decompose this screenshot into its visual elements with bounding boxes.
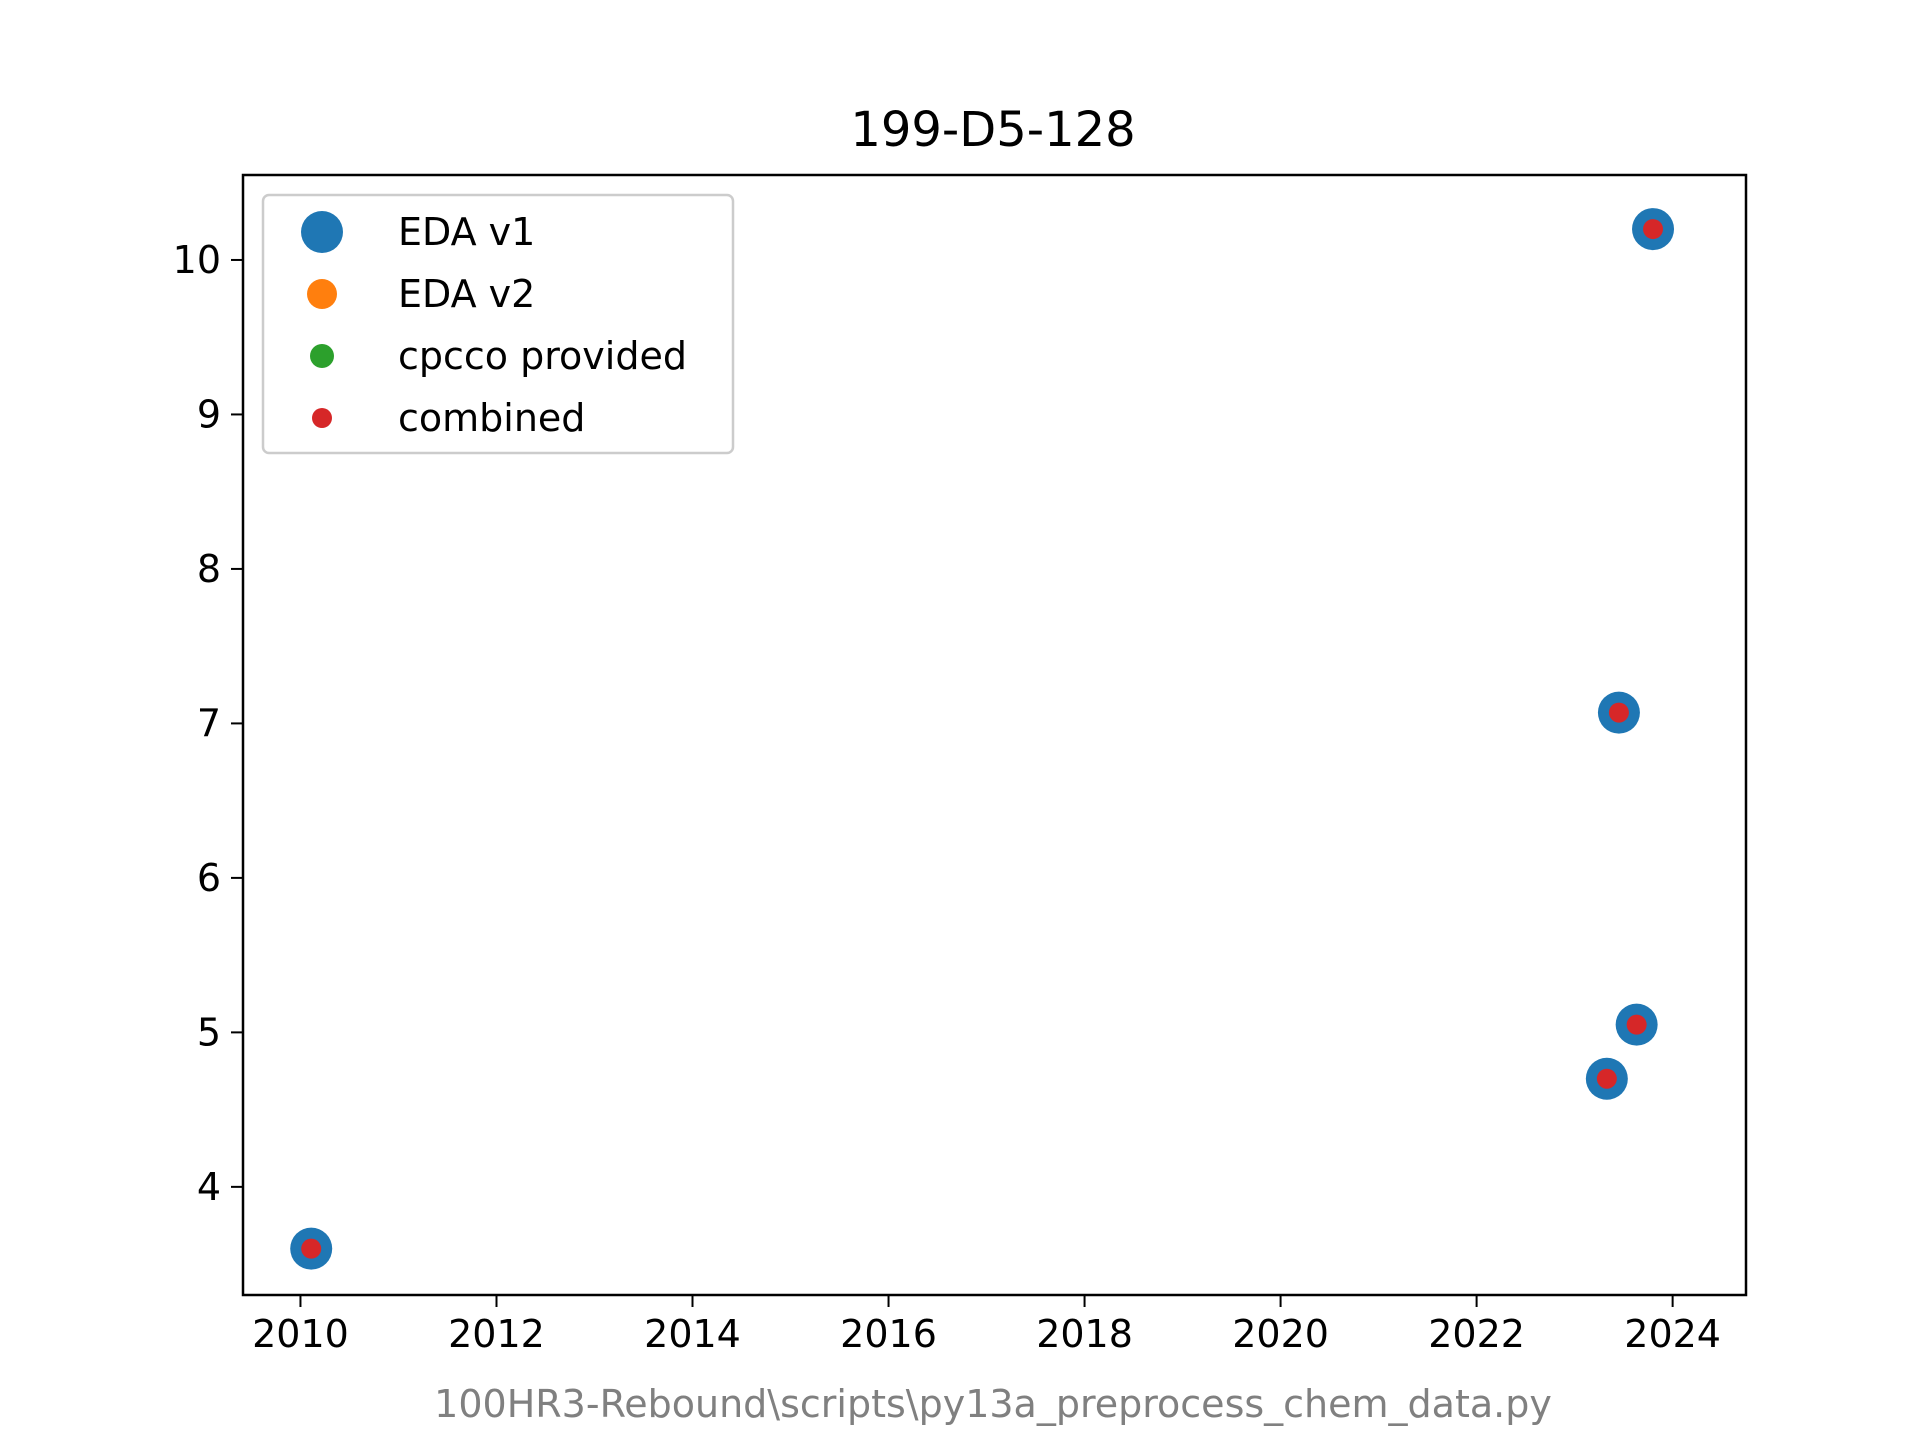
legend-marker-eda-v1 bbox=[301, 211, 343, 253]
x-tick-label: 2016 bbox=[840, 1312, 937, 1356]
y-tick-label: 4 bbox=[197, 1165, 221, 1209]
y-tick-label: 10 bbox=[173, 238, 221, 282]
x-tick-label: 2022 bbox=[1428, 1312, 1525, 1356]
legend-marker-eda-v2 bbox=[307, 279, 337, 309]
legend-marker-combined bbox=[312, 408, 332, 428]
y-tick-label: 8 bbox=[197, 547, 221, 591]
point-combined bbox=[1608, 702, 1629, 723]
point-combined bbox=[1626, 1014, 1647, 1035]
x-axis: 2010 2012 2014 2016 2018 2020 2022 2024 bbox=[252, 1295, 1721, 1356]
legend-label-eda-v2: EDA v2 bbox=[398, 272, 535, 316]
x-tick-label: 2018 bbox=[1036, 1312, 1133, 1356]
point-combined bbox=[301, 1238, 322, 1259]
y-tick-label: 6 bbox=[197, 856, 221, 900]
legend-label-cpcco-provided: cpcco provided bbox=[398, 334, 687, 378]
y-axis: 4 5 6 7 8 9 10 bbox=[173, 238, 243, 1209]
point-combined bbox=[1643, 219, 1664, 240]
x-tick-label: 2010 bbox=[252, 1312, 349, 1356]
plot-marks bbox=[290, 208, 1675, 1270]
legend: EDA v1 EDA v2 cpcco provided combined bbox=[261, 193, 735, 455]
y-tick-label: 5 bbox=[197, 1010, 221, 1054]
legend-label-combined: combined bbox=[398, 396, 585, 440]
y-tick-label: 9 bbox=[197, 392, 221, 436]
x-tick-label: 2024 bbox=[1624, 1312, 1721, 1356]
footer-script-path: 100HR3-Rebound\scripts\py13a_preprocess_… bbox=[434, 1382, 1552, 1426]
x-tick-label: 2020 bbox=[1232, 1312, 1329, 1356]
plot-frame bbox=[241, 173, 1748, 1297]
y-tick-label: 7 bbox=[197, 701, 221, 745]
chart-title: 199-D5-128 bbox=[850, 102, 1135, 158]
legend-label-eda-v1: EDA v1 bbox=[398, 210, 535, 254]
x-tick-label: 2012 bbox=[448, 1312, 545, 1356]
x-tick-label: 2014 bbox=[644, 1312, 741, 1356]
legend-box bbox=[261, 193, 735, 455]
point-combined bbox=[1596, 1068, 1617, 1089]
legend-marker-cpcco-provided bbox=[310, 344, 334, 368]
